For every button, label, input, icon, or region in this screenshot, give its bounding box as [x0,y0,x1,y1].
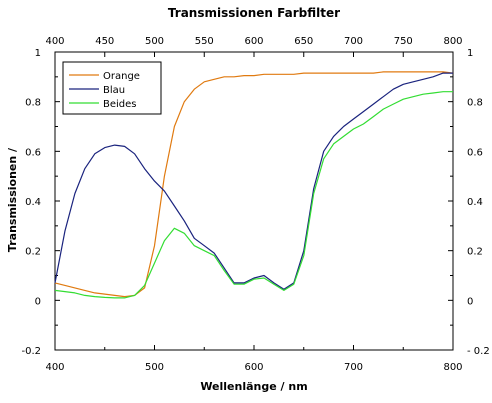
y-tick-label-right: 1 [467,48,473,59]
x-tick-label-top: 800 [443,36,462,47]
x-tick-label-bottom: 700 [344,362,363,373]
legend-label-orange: Orange [103,71,140,82]
y-tick-label-left: 0.2 [25,247,41,258]
axis-ticks: 400 500 600 700 800 400 450 500 550 600 650 700 750 8… [21,36,489,373]
y-tick-label-right: 0.2 [467,247,483,258]
y-tick-label-right: 0.6 [467,147,483,158]
y-tick-label-right: - 0.2 [467,346,490,357]
x-tick-label-bottom: 400 [45,362,64,373]
data-series [54,71,454,299]
y-tick-label-left: -0.2 [21,346,41,357]
x-tick-label-top: 600 [244,36,263,47]
x-tick-label-top: 450 [95,36,114,47]
x-tick-label-bottom: 600 [244,362,263,373]
x-axis-title: Wellenlänge / nm [200,380,307,393]
y-tick-label-left: 0.6 [25,147,41,158]
series-line-blau [54,72,453,290]
x-tick-label-top: 650 [294,36,313,47]
x-tick-label-top: 400 [45,36,64,47]
chart-title: Transmissionen Farbfilter [168,6,340,20]
y-tick-label-right: 0.4 [467,197,483,208]
y-tick-label-left: 0.8 [25,98,41,109]
x-tick-label-bottom: 800 [443,362,462,373]
y-axis-title: Transmissionen / [6,147,19,252]
legend-label-blau: Blau [103,85,125,96]
x-tick-label-top: 750 [394,36,413,47]
y-tick-label-left: 1 [35,48,41,59]
series-line-orange [54,71,454,298]
x-tick-label-bottom: 500 [145,362,164,373]
y-tick-label-left: 0 [35,296,41,307]
series-line-beides [54,91,453,299]
x-tick-label-top: 500 [145,36,164,47]
y-tick-label-right: 0.8 [467,98,483,109]
legend-label-beides: Beides [103,99,137,110]
x-tick-label-top: 700 [344,36,363,47]
legend: Orange Blau Beides [62,61,162,115]
y-tick-label-left: 0.4 [25,197,41,208]
y-tick-label-right: 0 [467,296,473,307]
x-tick-label-top: 550 [195,36,214,47]
legend-box [62,61,162,115]
